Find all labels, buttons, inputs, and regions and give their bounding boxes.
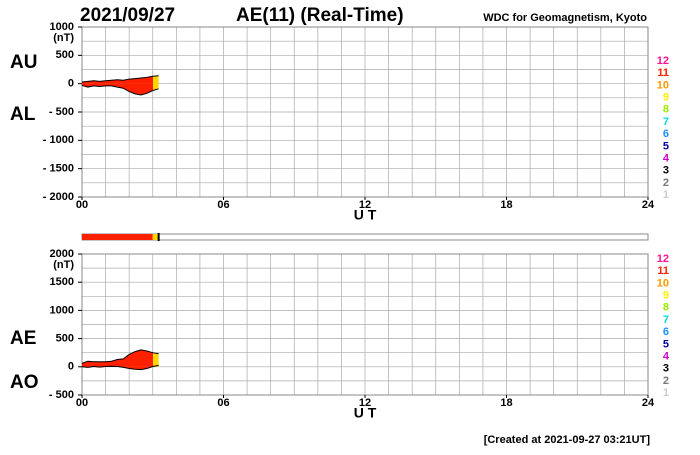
legend-label: 10 — [657, 79, 669, 91]
legend-label: 3 — [663, 165, 669, 177]
y-tick-label: - 1000 — [43, 134, 74, 146]
legend-label: 12 — [657, 55, 669, 67]
series-label: AU — [10, 52, 37, 73]
area — [82, 365, 159, 370]
legend-label: 12 — [657, 253, 669, 265]
x-tick-label: 18 — [500, 397, 512, 409]
legend-label: 11 — [657, 265, 669, 277]
area — [82, 349, 159, 367]
x-tick-label: 12 — [359, 199, 371, 211]
x-axis-label: U T — [354, 207, 377, 223]
legend-label: 1 — [663, 189, 669, 201]
y-tick-label: 500 — [56, 49, 74, 61]
legend-label: 9 — [663, 92, 669, 104]
x-tick-label: 00 — [76, 397, 88, 409]
coverage-frame — [81, 233, 649, 241]
line — [81, 349, 159, 364]
line — [81, 364, 159, 371]
y-tick-label: - 500 — [49, 106, 74, 118]
x-tick-label: 18 — [500, 199, 512, 211]
y-axis-label: (nT) — [53, 32, 74, 44]
legend-label: 9 — [663, 290, 669, 302]
legend-label: 6 — [663, 326, 669, 338]
x-axis-label: U T — [354, 405, 377, 421]
y-tick-label: - 500 — [49, 389, 74, 401]
y-tick-label: - 1500 — [43, 163, 74, 175]
coverage-segment — [152, 234, 159, 240]
date-title: 2021/09/27 — [80, 5, 175, 26]
y-tick-label: 1500 — [50, 276, 74, 288]
legend-label: 7 — [663, 314, 669, 326]
y-tick-label: 1000 — [50, 304, 74, 316]
legend-label: 4 — [663, 153, 670, 165]
y-axis-label: (nT) — [53, 259, 74, 271]
chart-title: AE(11) (Real-Time) — [236, 5, 404, 26]
legend-label: 2 — [663, 177, 669, 189]
legend-label: 8 — [663, 104, 669, 116]
coverage-segment — [82, 234, 153, 240]
legend-label: 10 — [657, 277, 669, 289]
line — [81, 84, 159, 96]
series-label: AO — [10, 372, 39, 393]
source: WDC for Geomagnetism, Kyoto — [483, 12, 647, 24]
y-tick-label: 2000 — [50, 248, 74, 260]
legend-label: 5 — [663, 338, 669, 350]
legend-label: 1 — [663, 387, 669, 399]
legend-label: 4 — [663, 351, 670, 363]
x-tick-label: 00 — [76, 199, 88, 211]
legend-label: 2 — [663, 375, 669, 387]
x-tick-label: 06 — [217, 199, 229, 211]
y-tick-label: 1000 — [50, 21, 74, 33]
line — [81, 75, 159, 83]
x-tick-label: 12 — [359, 397, 371, 409]
area — [82, 83, 159, 95]
y-tick-label: - 2000 — [43, 191, 74, 203]
legend-label: 5 — [663, 140, 669, 152]
legend-label: 6 — [663, 128, 669, 140]
series-label: AE — [10, 328, 36, 349]
series-label: AL — [10, 104, 36, 125]
y-tick-label: 500 — [56, 333, 74, 345]
y-tick-label: 0 — [68, 361, 74, 373]
legend-label: 8 — [663, 302, 669, 314]
y-tick-label: 0 — [68, 78, 74, 90]
legend-label: 7 — [663, 116, 669, 128]
x-tick-label: 06 — [217, 397, 229, 409]
x-tick-label: 24 — [642, 199, 655, 211]
legend-label: 11 — [657, 67, 669, 79]
legend-label: 3 — [663, 363, 669, 375]
x-tick-label: 24 — [642, 397, 655, 409]
footer: [Created at 2021-09-27 03:21UT] — [484, 434, 651, 446]
